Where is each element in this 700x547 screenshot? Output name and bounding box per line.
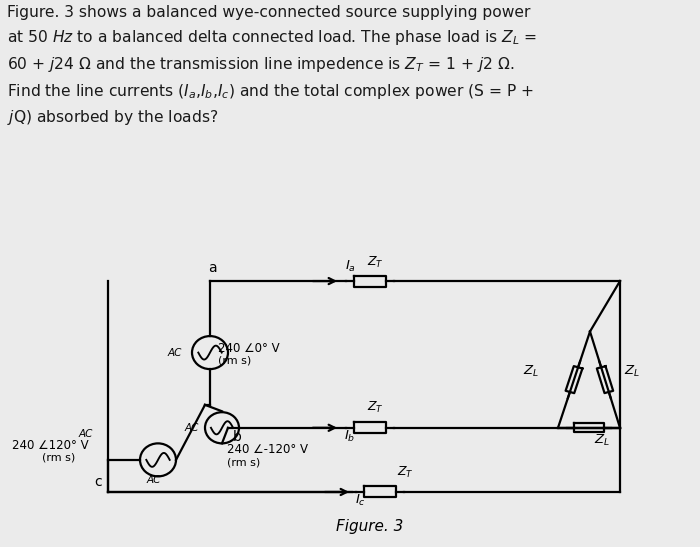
Text: 240 ∠0° V: 240 ∠0° V	[218, 341, 279, 354]
Text: $Z_L$: $Z_L$	[624, 364, 640, 379]
Text: $I_b$: $I_b$	[344, 429, 356, 444]
Text: $I_a$: $I_a$	[344, 259, 356, 274]
Text: AC: AC	[167, 348, 182, 358]
Text: $Z_L$: $Z_L$	[594, 433, 610, 449]
Text: $Z_T$: $Z_T$	[367, 400, 384, 415]
Text: AC: AC	[79, 429, 93, 439]
Text: $Z_L$: $Z_L$	[523, 364, 539, 379]
Text: $I_c$: $I_c$	[355, 493, 365, 508]
Text: $Z_T$: $Z_T$	[367, 255, 384, 270]
Text: (rm s): (rm s)	[218, 356, 251, 366]
Text: 240 ∠120° V: 240 ∠120° V	[12, 439, 89, 452]
Text: c: c	[94, 475, 102, 488]
Text: Figure. 3: Figure. 3	[336, 519, 404, 534]
Text: 240 ∠-120° V: 240 ∠-120° V	[227, 444, 308, 456]
Text: (rm s): (rm s)	[227, 457, 260, 467]
Text: AC: AC	[185, 423, 199, 433]
Text: Figure. 3 shows a balanced wye-connected source supplying power
at 50 $Hz$ to a : Figure. 3 shows a balanced wye-connected…	[7, 5, 537, 127]
Text: b: b	[233, 429, 242, 444]
Text: AC: AC	[147, 475, 161, 485]
Text: (rm s): (rm s)	[42, 453, 76, 463]
Text: $Z_T$: $Z_T$	[397, 464, 414, 480]
Text: a: a	[208, 261, 216, 275]
